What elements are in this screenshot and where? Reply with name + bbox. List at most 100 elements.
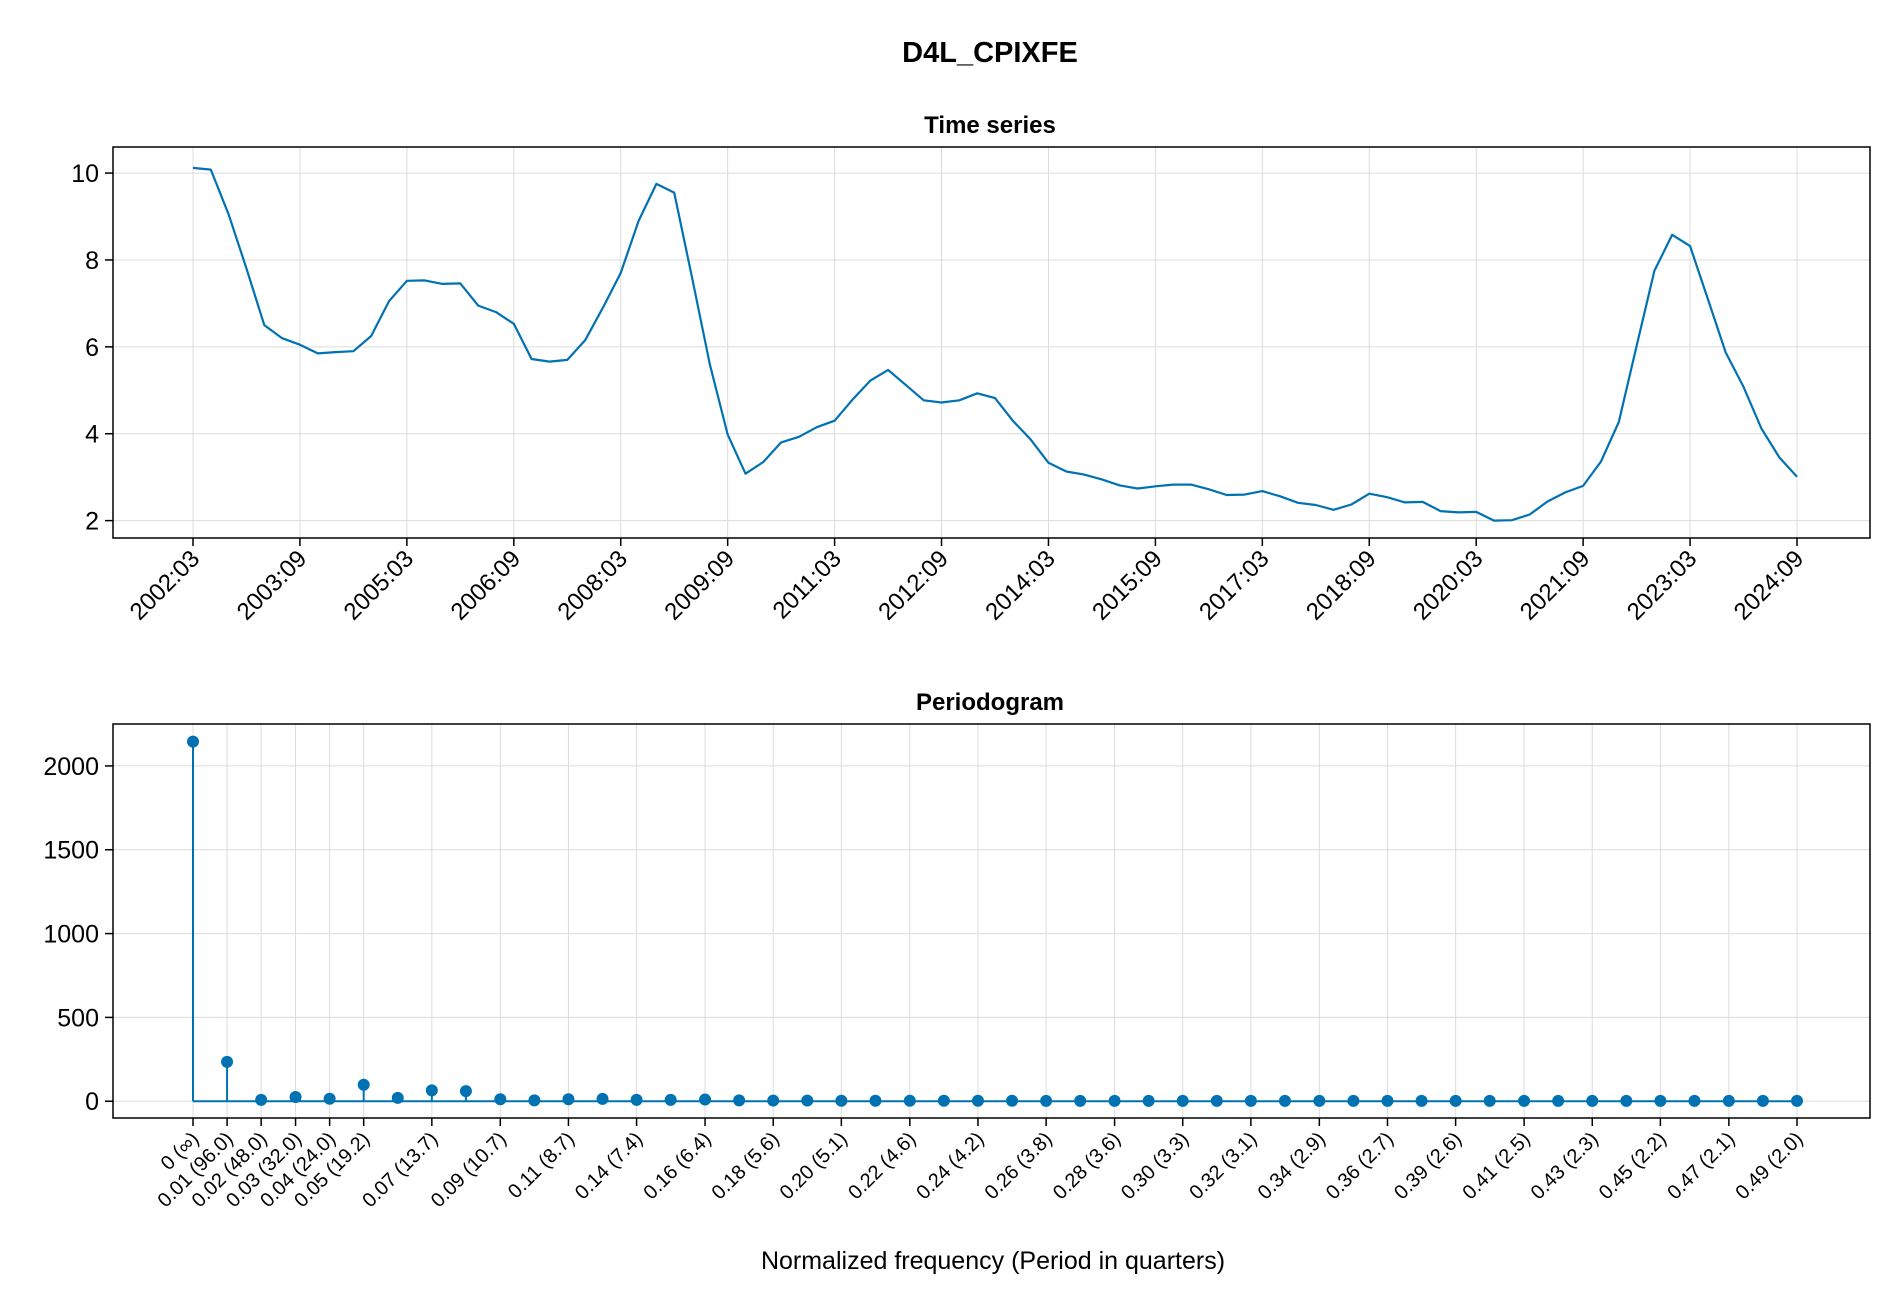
periodogram-x-tick-label: 0.24 (4.2) [912, 1128, 988, 1204]
periodogram-point [1313, 1094, 1326, 1107]
periodogram-point [1483, 1094, 1496, 1107]
time-series-line [192, 166, 1798, 522]
periodogram-y-tick-label: 2000 [43, 753, 99, 781]
periodogram-point [562, 1093, 575, 1106]
time-series-x-tick-label: 2006:09 [446, 545, 526, 625]
periodogram-plot-frame [112, 723, 1871, 1119]
periodogram-point [1415, 1094, 1428, 1107]
periodogram-x-tick-label: 0.32 (3.1) [1185, 1128, 1261, 1204]
periodogram-point [767, 1094, 780, 1107]
periodogram-point [1006, 1094, 1019, 1107]
periodogram-panel: Periodogram 0 500 1000 1500 2000 0 (∞)0.01 (… [43, 689, 1871, 1275]
time-series-x-tick-label: 2020:03 [1408, 545, 1488, 625]
periodogram-x-tick-label: 0.45 (2.2) [1595, 1128, 1671, 1204]
periodogram-x-tick-label: 0.41 (2.5) [1459, 1128, 1535, 1204]
periodogram-x-tick-label: 0.14 (7.4) [571, 1128, 647, 1204]
periodogram-point [1108, 1094, 1121, 1107]
periodogram-point [1654, 1094, 1667, 1107]
time-series-x-tick-label: 2021:09 [1515, 545, 1595, 625]
periodogram-point [1278, 1094, 1291, 1107]
periodogram-x-tick-label: 0.49 (2.0) [1731, 1128, 1807, 1204]
periodogram-point [699, 1093, 712, 1106]
time-series-x-tick-label: 2017:03 [1194, 545, 1274, 625]
periodogram-x-tick-label: 0.16 (6.4) [640, 1128, 716, 1204]
periodogram-point [1756, 1094, 1769, 1107]
time-series-x-tick-label: 2012:09 [873, 545, 953, 625]
periodogram-point [425, 1084, 438, 1097]
periodogram-point [459, 1085, 472, 1098]
periodogram-point [323, 1092, 336, 1105]
periodogram-point [221, 1055, 234, 1068]
figure-title: D4L_CPIXFE [902, 37, 1078, 69]
periodogram-point [187, 735, 199, 748]
time-series-grid [113, 147, 1870, 538]
periodogram-point [903, 1094, 916, 1107]
time-series-x-tick-label: 2024:09 [1729, 545, 1809, 625]
periodogram-point [494, 1093, 507, 1106]
periodogram-point [971, 1094, 984, 1107]
time-series-x-tick-label: 2018:09 [1301, 545, 1381, 625]
time-series-y-tick-label: 2 [85, 508, 99, 536]
periodogram-point [1620, 1094, 1633, 1107]
time-series-x-tick-label: 2005:03 [339, 545, 419, 625]
periodogram-grid [113, 724, 1870, 1118]
time-series-x-tick-label: 2011:03 [768, 545, 847, 624]
periodogram-point [1347, 1094, 1360, 1107]
periodogram-point [1176, 1094, 1189, 1107]
time-series-x-tick-label: 2015:09 [1087, 545, 1167, 625]
periodogram-point [1586, 1094, 1599, 1107]
periodogram-point [937, 1094, 950, 1107]
periodogram-point [1688, 1094, 1701, 1107]
periodogram-x-tick-label: 0.22 (4.6) [844, 1128, 920, 1204]
periodogram-x-tick-label: 0.26 (3.8) [981, 1128, 1057, 1204]
periodogram-point [1518, 1094, 1531, 1107]
time-series-x-tick-label: 2009:09 [659, 545, 739, 625]
time-series-x-tick-label: 2023:03 [1622, 545, 1702, 625]
periodogram-x-label: Normalized frequency (Period in quarters… [761, 1247, 1225, 1275]
periodogram-point [255, 1093, 268, 1106]
time-series-x-tick-label: 2003:09 [232, 545, 312, 625]
time-series-y-tick-label: 8 [85, 247, 99, 275]
time-series-title: Time series [924, 112, 1056, 139]
periodogram-point [664, 1093, 677, 1106]
periodogram-point [1210, 1094, 1223, 1107]
time-series-plot-frame [112, 146, 1871, 539]
time-series-x-axis: 2002:03 2003:09 2005:03 2006:09 2008:03 2009:… [125, 538, 1809, 626]
periodogram-point [1074, 1094, 1087, 1107]
periodogram-x-tick-label: 0.36 (2.7) [1322, 1128, 1398, 1204]
periodogram-x-tick-label: 0.47 (2.1) [1663, 1128, 1739, 1204]
periodogram-point [1040, 1094, 1053, 1107]
time-series-panel: Time series 2 4 6 8 10 2002:03 2003:09 2005:03… [71, 112, 1871, 626]
periodogram-point [1552, 1094, 1565, 1107]
periodogram-point [1722, 1094, 1735, 1107]
periodogram-point [391, 1091, 404, 1104]
time-series-y-tick-label: 6 [85, 334, 99, 362]
periodogram-y-axis: 0 500 1000 1500 2000 [43, 753, 113, 1116]
periodogram-point [733, 1094, 746, 1107]
periodogram-point [869, 1094, 882, 1107]
periodogram-point [1244, 1094, 1257, 1107]
periodogram-point [1142, 1094, 1155, 1107]
time-series-y-tick-label: 4 [85, 421, 99, 449]
periodogram-point [835, 1094, 848, 1107]
time-series-y-axis: 2 4 6 8 10 [71, 160, 113, 536]
time-series-x-tick-label: 2014:03 [980, 545, 1060, 625]
periodogram-x-tick-label: 0.28 (3.6) [1049, 1128, 1125, 1204]
periodogram-point [357, 1078, 370, 1091]
periodogram-point [801, 1094, 814, 1107]
periodogram-x-tick-label: 0.18 (5.6) [708, 1128, 784, 1204]
time-series-x-tick-label: 2002:03 [125, 545, 205, 625]
periodogram-y-tick-label: 0 [85, 1088, 99, 1116]
periodogram-point [528, 1094, 541, 1107]
periodogram-x-tick-label: 0.43 (2.3) [1527, 1128, 1603, 1204]
periodogram-x-tick-label: 0.30 (3.3) [1117, 1128, 1193, 1204]
periodogram-x-tick-label: 0.39 (2.6) [1390, 1128, 1466, 1204]
time-series-x-tick-label: 2008:03 [553, 545, 633, 625]
periodogram-point [289, 1091, 302, 1104]
periodogram-x-tick-label: 0.20 (5.1) [776, 1128, 852, 1204]
periodogram-y-tick-label: 1000 [43, 921, 99, 949]
periodogram-x-tick-label: 0.09 (10.7) [427, 1128, 511, 1212]
time-series-line-layer [192, 166, 1798, 522]
periodogram-y-tick-label: 500 [57, 1004, 99, 1032]
